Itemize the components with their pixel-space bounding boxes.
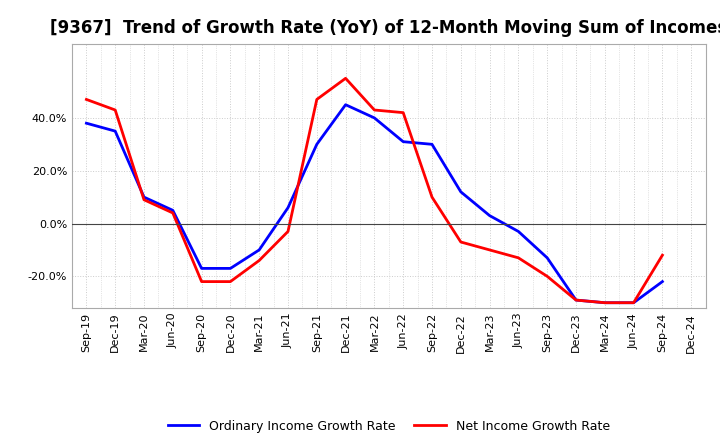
Ordinary Income Growth Rate	[82, 121, 91, 126]
Ordinary Income Growth Rate	[312, 142, 321, 147]
Net Income Growth Rate	[255, 258, 264, 263]
Net Income Growth Rate	[456, 239, 465, 245]
Ordinary Income Growth Rate	[428, 142, 436, 147]
Net Income Growth Rate	[284, 229, 292, 234]
Net Income Growth Rate	[428, 194, 436, 200]
Net Income Growth Rate	[658, 253, 667, 258]
Net Income Growth Rate	[399, 110, 408, 115]
Ordinary Income Growth Rate	[111, 128, 120, 134]
Ordinary Income Growth Rate	[370, 115, 379, 121]
Net Income Growth Rate	[341, 76, 350, 81]
Ordinary Income Growth Rate	[572, 297, 580, 303]
Ordinary Income Growth Rate	[140, 194, 148, 200]
Net Income Growth Rate	[197, 279, 206, 284]
Net Income Growth Rate	[572, 297, 580, 303]
Ordinary Income Growth Rate	[456, 189, 465, 194]
Ordinary Income Growth Rate	[197, 266, 206, 271]
Net Income Growth Rate	[629, 300, 638, 305]
Net Income Growth Rate	[543, 274, 552, 279]
Line: Net Income Growth Rate: Net Income Growth Rate	[86, 78, 662, 303]
Net Income Growth Rate	[370, 107, 379, 113]
Ordinary Income Growth Rate	[255, 247, 264, 253]
Ordinary Income Growth Rate	[600, 300, 609, 305]
Net Income Growth Rate	[485, 247, 494, 253]
Ordinary Income Growth Rate	[341, 102, 350, 107]
Title: [9367]  Trend of Growth Rate (YoY) of 12-Month Moving Sum of Incomes: [9367] Trend of Growth Rate (YoY) of 12-…	[50, 19, 720, 37]
Line: Ordinary Income Growth Rate: Ordinary Income Growth Rate	[86, 105, 662, 303]
Net Income Growth Rate	[111, 107, 120, 113]
Net Income Growth Rate	[514, 255, 523, 260]
Net Income Growth Rate	[312, 97, 321, 102]
Net Income Growth Rate	[140, 197, 148, 202]
Ordinary Income Growth Rate	[168, 208, 177, 213]
Net Income Growth Rate	[226, 279, 235, 284]
Ordinary Income Growth Rate	[485, 213, 494, 218]
Net Income Growth Rate	[600, 300, 609, 305]
Ordinary Income Growth Rate	[629, 300, 638, 305]
Ordinary Income Growth Rate	[399, 139, 408, 144]
Ordinary Income Growth Rate	[284, 205, 292, 210]
Net Income Growth Rate	[82, 97, 91, 102]
Ordinary Income Growth Rate	[543, 255, 552, 260]
Net Income Growth Rate	[168, 210, 177, 216]
Ordinary Income Growth Rate	[514, 229, 523, 234]
Ordinary Income Growth Rate	[658, 279, 667, 284]
Legend: Ordinary Income Growth Rate, Net Income Growth Rate: Ordinary Income Growth Rate, Net Income …	[163, 414, 615, 437]
Ordinary Income Growth Rate	[226, 266, 235, 271]
